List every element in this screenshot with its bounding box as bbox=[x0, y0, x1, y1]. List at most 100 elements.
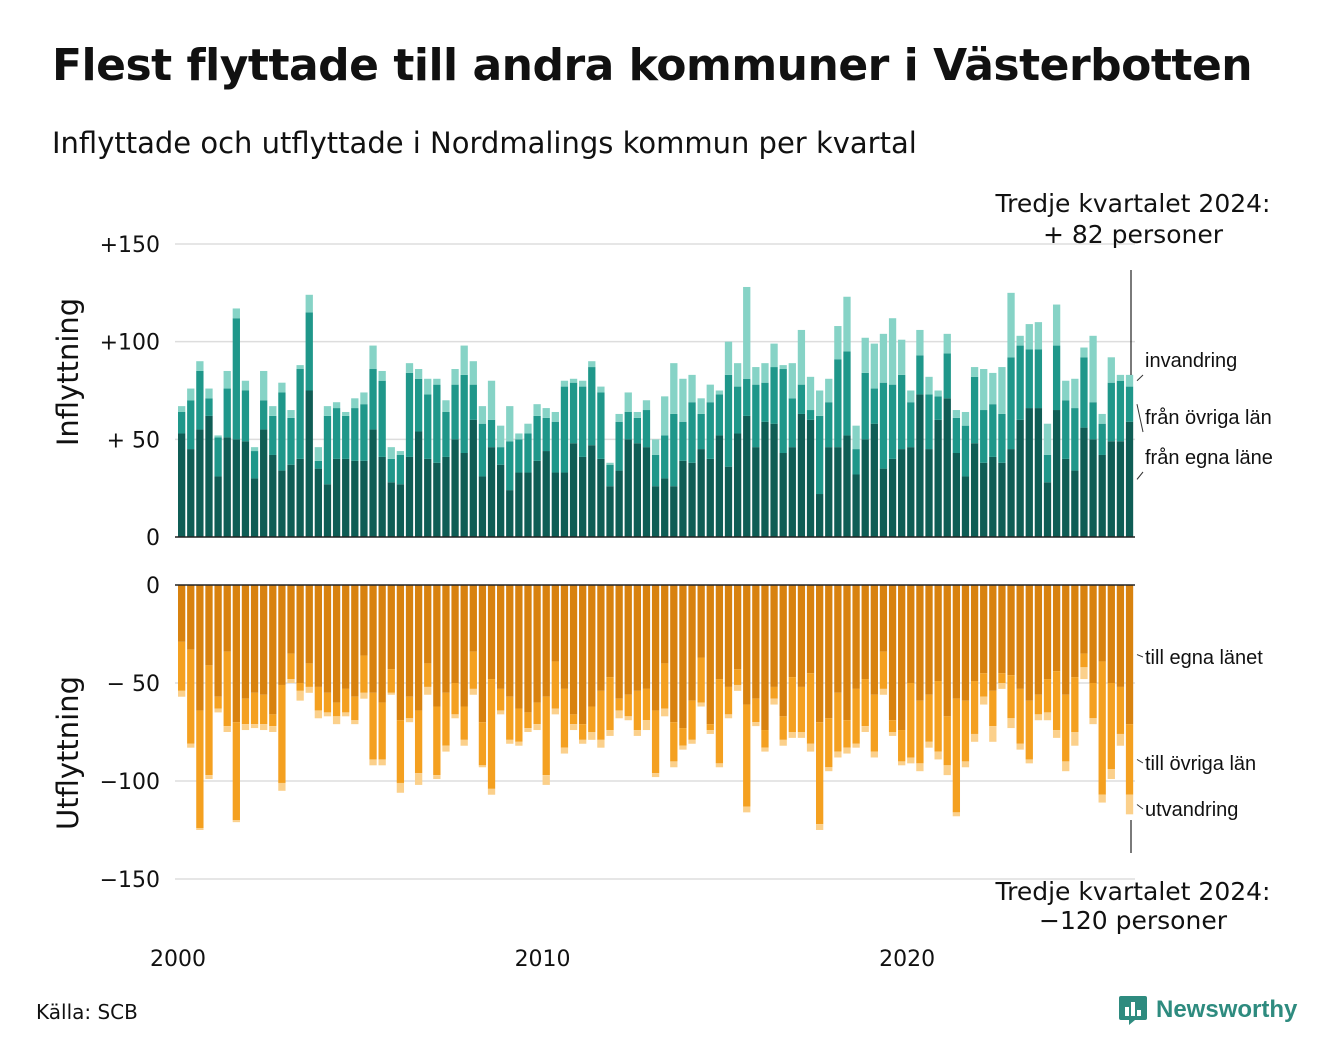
bar-inflyttning-egna bbox=[369, 429, 377, 537]
bar-utflyttning-utvandring bbox=[424, 686, 432, 695]
bar-utflyttning-utvandring bbox=[560, 747, 569, 754]
bar-utflyttning-egna bbox=[269, 585, 277, 715]
bar-inflyttning-ovriga bbox=[323, 415, 332, 485]
bar-inflyttning-invandring bbox=[433, 378, 441, 385]
bar-utflyttning-utvandring bbox=[788, 732, 796, 738]
bar-utflyttning-ovriga bbox=[515, 708, 523, 742]
bar-inflyttning-ovriga bbox=[615, 421, 623, 471]
bar-utflyttning-ovriga bbox=[980, 673, 988, 697]
bar-utflyttning-ovriga bbox=[433, 706, 441, 776]
bar-inflyttning-invandring bbox=[260, 370, 268, 401]
bar-inflyttning-egna bbox=[916, 394, 924, 537]
bar-utflyttning-ovriga bbox=[670, 722, 678, 762]
bar-inflyttning-invandring bbox=[178, 406, 186, 412]
bar-inflyttning-egna bbox=[305, 390, 313, 537]
bar-inflyttning-invandring bbox=[816, 390, 824, 416]
bar-utflyttning-utvandring bbox=[241, 724, 250, 731]
bar-utflyttning-ovriga bbox=[797, 686, 806, 732]
y-tick-label: 0 bbox=[146, 526, 160, 551]
bar-utflyttning-utvandring bbox=[296, 690, 304, 701]
bar-utflyttning-utvandring bbox=[533, 724, 541, 731]
bar-inflyttning-egna bbox=[679, 460, 687, 537]
bar-utflyttning-utvandring bbox=[852, 743, 860, 748]
bar-utflyttning-utvandring bbox=[898, 761, 906, 766]
bar-utflyttning-utvandring bbox=[998, 683, 1006, 689]
bar-inflyttning-egna bbox=[825, 447, 833, 537]
bar-inflyttning-invandring bbox=[515, 433, 523, 440]
bar-utflyttning-ovriga bbox=[715, 679, 724, 764]
bar-utflyttning-egna bbox=[360, 585, 368, 656]
bar-inflyttning-invandring bbox=[1089, 335, 1097, 403]
bar-utflyttning-ovriga bbox=[378, 702, 386, 760]
bar-utflyttning-egna bbox=[533, 585, 541, 703]
bar-inflyttning-egna bbox=[834, 447, 842, 537]
bar-inflyttning-egna bbox=[1089, 439, 1097, 537]
bar-utflyttning-egna bbox=[916, 585, 924, 701]
bar-inflyttning-ovriga bbox=[241, 390, 250, 442]
bar-inflyttning-ovriga bbox=[342, 415, 350, 459]
bar-utflyttning-utvandring bbox=[615, 710, 623, 719]
bar-inflyttning-ovriga bbox=[733, 386, 742, 434]
bar-inflyttning-ovriga bbox=[724, 374, 733, 467]
bar-inflyttning-egna bbox=[843, 435, 851, 537]
bar-inflyttning-invandring bbox=[970, 367, 979, 377]
annotation-bottom-line1: Tredje kvartalet 2024: bbox=[995, 877, 1271, 906]
bar-inflyttning-egna bbox=[779, 453, 787, 537]
bar-utflyttning-egna bbox=[560, 585, 569, 689]
bar-inflyttning-ovriga bbox=[1016, 345, 1024, 420]
bar-inflyttning-invandring bbox=[834, 326, 842, 360]
bar-utflyttning-egna bbox=[861, 585, 869, 680]
bar-utflyttning-utvandring bbox=[624, 716, 632, 721]
bar-utflyttning-egna bbox=[178, 585, 186, 642]
bar-inflyttning-ovriga bbox=[633, 417, 642, 444]
bar-utflyttning-utvandring bbox=[433, 775, 441, 780]
bar-inflyttning-egna bbox=[205, 415, 213, 537]
label-leader bbox=[1136, 759, 1144, 764]
bar-utflyttning-egna bbox=[816, 585, 824, 723]
bar-utflyttning-ovriga bbox=[506, 696, 514, 740]
bar-utflyttning-utvandring bbox=[661, 708, 669, 717]
bar-inflyttning-ovriga bbox=[542, 417, 550, 452]
bar-utflyttning-ovriga bbox=[624, 694, 632, 717]
label-leader bbox=[1136, 804, 1144, 810]
bar-inflyttning-egna bbox=[788, 447, 796, 537]
series-labels: från egna läne från övriga län invandring t… bbox=[1136, 350, 1273, 821]
bar-utflyttning-ovriga bbox=[551, 661, 559, 709]
bar-inflyttning-invandring bbox=[497, 425, 505, 448]
bar-inflyttning-ovriga bbox=[1025, 349, 1033, 409]
bar-inflyttning-invandring bbox=[387, 447, 395, 459]
bar-inflyttning-invandring bbox=[670, 363, 678, 414]
series-label-utflyttning: till övriga län bbox=[1145, 753, 1256, 775]
brand-logo[interactable]: Newsworthy bbox=[1118, 994, 1297, 1026]
bar-inflyttning-egna bbox=[214, 476, 222, 537]
bar-utflyttning-egna bbox=[743, 585, 751, 705]
bar-utflyttning-egna bbox=[442, 585, 450, 693]
bar-inflyttning-ovriga bbox=[515, 439, 523, 473]
bar-inflyttning-egna bbox=[752, 447, 760, 537]
bar-utflyttning-egna bbox=[1071, 585, 1079, 678]
bar-inflyttning-ovriga bbox=[688, 402, 696, 463]
bar-inflyttning-egna bbox=[1034, 408, 1043, 537]
bar-utflyttning-egna bbox=[834, 585, 842, 693]
bar-utflyttning-egna bbox=[925, 585, 933, 695]
bar-utflyttning-ovriga bbox=[806, 673, 815, 744]
bar-inflyttning-egna bbox=[460, 453, 468, 537]
bar-inflyttning-ovriga bbox=[579, 386, 587, 457]
bar-inflyttning-invandring bbox=[424, 378, 432, 395]
bar-inflyttning-ovriga bbox=[1098, 423, 1106, 455]
bar-inflyttning-invandring bbox=[1116, 374, 1125, 381]
bar-utflyttning-ovriga bbox=[1107, 683, 1115, 770]
bar-utflyttning-ovriga bbox=[724, 686, 733, 715]
bar-utflyttning-ovriga bbox=[497, 688, 505, 711]
bar-inflyttning-egna bbox=[542, 451, 550, 537]
bar-inflyttning-invandring bbox=[1062, 380, 1070, 401]
bar-utflyttning-utvandring bbox=[1089, 718, 1097, 725]
bar-utflyttning-utvandring bbox=[542, 775, 550, 785]
bar-utflyttning-egna bbox=[478, 585, 487, 723]
bar-utflyttning-ovriga bbox=[451, 683, 459, 715]
bar-utflyttning-ovriga bbox=[633, 690, 642, 731]
bar-utflyttning-egna bbox=[615, 585, 623, 699]
bar-utflyttning-utvandring bbox=[278, 782, 286, 791]
bar-inflyttning-invandring bbox=[615, 413, 623, 422]
bar-utflyttning-utvandring bbox=[387, 692, 395, 695]
